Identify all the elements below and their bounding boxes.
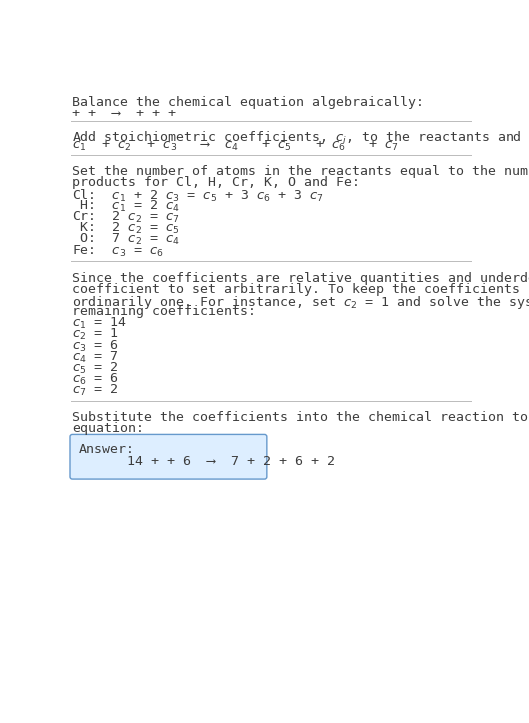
Text: Substitute the coefficients into the chemical reaction to obtain the balanced: Substitute the coefficients into the che… bbox=[72, 411, 529, 424]
FancyBboxPatch shape bbox=[70, 435, 267, 479]
Text: 14 + + 6  ⟶  7 + 2 + 6 + 2: 14 + + 6 ⟶ 7 + 2 + 6 + 2 bbox=[78, 455, 334, 469]
Text: $c_5$ = 2: $c_5$ = 2 bbox=[72, 361, 118, 376]
Text: $c_1$  + $c_2$  + $c_3$   ⟶  $c_4$   + $c_5$   + $c_6$   + $c_7$: $c_1$ + $c_2$ + $c_3$ ⟶ $c_4$ + $c_5$ + … bbox=[72, 140, 399, 153]
Text: Balance the chemical equation algebraically:: Balance the chemical equation algebraica… bbox=[72, 96, 424, 109]
Text: $c_2$ = 1: $c_2$ = 1 bbox=[72, 328, 119, 343]
Text: $c_4$ = 7: $c_4$ = 7 bbox=[72, 350, 119, 365]
Text: products for Cl, H, Cr, K, O and Fe:: products for Cl, H, Cr, K, O and Fe: bbox=[72, 176, 360, 189]
Text: ordinarily one. For instance, set $c_2$ = 1 and solve the system of equations fo: ordinarily one. For instance, set $c_2$ … bbox=[72, 294, 529, 311]
Text: Cr:  2 $c_2$ = $c_7$: Cr: 2 $c_2$ = $c_7$ bbox=[72, 210, 180, 225]
Text: K:  2 $c_2$ = $c_5$: K: 2 $c_2$ = $c_5$ bbox=[72, 221, 180, 236]
Text: $c_7$ = 2: $c_7$ = 2 bbox=[72, 383, 118, 398]
Text: Answer:: Answer: bbox=[78, 443, 134, 456]
Text: + +  ⟶  + + +: + + ⟶ + + + bbox=[72, 107, 176, 120]
Text: Add stoichiometric coefficients, $c_i$, to the reactants and products:: Add stoichiometric coefficients, $c_i$, … bbox=[72, 129, 529, 146]
Text: Since the coefficients are relative quantities and underdetermined, choose a: Since the coefficients are relative quan… bbox=[72, 272, 529, 285]
Text: Set the number of atoms in the reactants equal to the number of atoms in the: Set the number of atoms in the reactants… bbox=[72, 166, 529, 179]
Text: O:  7 $c_2$ = $c_4$: O: 7 $c_2$ = $c_4$ bbox=[72, 232, 180, 247]
Text: Cl:  $c_1$ + 2 $c_3$ = $c_5$ + 3 $c_6$ + 3 $c_7$: Cl: $c_1$ + 2 $c_3$ = $c_5$ + 3 $c_6$ + … bbox=[72, 188, 324, 204]
Text: $c_6$ = 6: $c_6$ = 6 bbox=[72, 372, 119, 387]
Text: equation:: equation: bbox=[72, 422, 144, 435]
Text: $c_1$ = 14: $c_1$ = 14 bbox=[72, 316, 127, 331]
Text: Fe:  $c_3$ = $c_6$: Fe: $c_3$ = $c_6$ bbox=[72, 244, 164, 259]
Text: remaining coefficients:: remaining coefficients: bbox=[72, 305, 257, 318]
Text: coefficient to set arbitrarily. To keep the coefficients small, the arbitrary va: coefficient to set arbitrarily. To keep … bbox=[72, 283, 529, 296]
Text: H:  $c_1$ = 2 $c_4$: H: $c_1$ = 2 $c_4$ bbox=[72, 199, 180, 214]
Text: $c_3$ = 6: $c_3$ = 6 bbox=[72, 338, 119, 354]
